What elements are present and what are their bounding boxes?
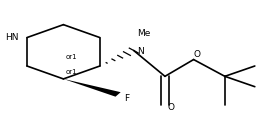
Text: or1: or1 <box>66 69 78 75</box>
Text: Me: Me <box>137 29 150 38</box>
Text: F: F <box>124 95 129 103</box>
Text: O: O <box>194 50 200 59</box>
Text: N: N <box>137 47 144 56</box>
Polygon shape <box>63 79 121 97</box>
Text: or1: or1 <box>66 54 78 60</box>
Text: HN: HN <box>5 33 18 42</box>
Text: O: O <box>167 103 175 112</box>
